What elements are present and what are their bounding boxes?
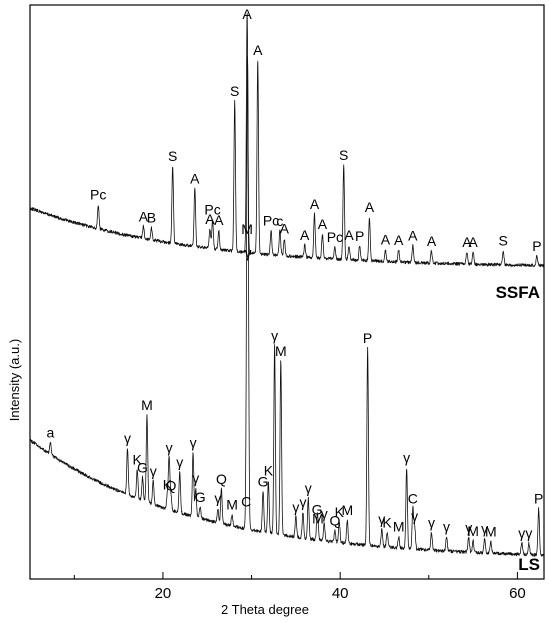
x-tick-labels: 20 40 60 — [155, 585, 526, 602]
peak-label-ssfa-10: A — [253, 42, 263, 58]
peak-label-ls-37: C — [408, 490, 418, 506]
peak-label-ssfa-27: A — [468, 234, 478, 250]
peak-label-ls-6: γ — [166, 439, 173, 455]
peak-label-ls-2: K — [133, 451, 143, 467]
peak-label-ls-42: M — [467, 523, 479, 539]
peak-label-ls-36: γ — [403, 449, 410, 465]
peak-label-ls-30: K — [335, 504, 345, 520]
peak-label-ssfa-24: A — [408, 228, 418, 244]
peak-label-ls-22: M — [275, 343, 287, 359]
peak-label-ssfa-17: Pc — [327, 229, 343, 245]
peak-label-ssfa-23: A — [394, 232, 404, 248]
peak-label-ssfa-12: c — [276, 213, 283, 229]
plot-frame — [29, 4, 545, 580]
peak-label-ls-18: γ — [245, 244, 252, 260]
peak-label-ssfa-7: A — [214, 212, 224, 228]
peak-label-ls-43: γ — [481, 520, 488, 536]
peak-label-ls-35: M — [393, 518, 405, 534]
peak-label-ls-4: M — [141, 397, 153, 413]
x-tick-label-60: 60 — [509, 585, 526, 602]
peak-label-ls-11: γ — [192, 470, 199, 486]
peak-label-ls-3: G — [137, 459, 148, 475]
peak-label-ls-5: γ — [150, 463, 157, 479]
peak-label-ls-38: γ — [411, 508, 418, 524]
peak-label-ssfa-25: A — [427, 233, 437, 249]
peak-label-ssfa-0: Pc — [90, 187, 106, 203]
trace-ssfa — [29, 13, 545, 268]
peak-label-ls-13: Q — [216, 471, 227, 487]
axes-layer — [29, 4, 545, 580]
peak-label-ssfa-19: A — [344, 227, 354, 243]
peak-label-ls-17: M — [241, 221, 253, 237]
peak-label-ls-29: Q — [329, 512, 340, 528]
peak-label-ls-46: γ — [525, 525, 532, 541]
peak-label-ssfa-16: A — [318, 216, 328, 232]
peak-label-ls-31: M — [341, 502, 353, 518]
peak-label-ls-33: γ — [378, 511, 385, 527]
peak-label-ls-40: γ — [443, 519, 450, 535]
traces-layer — [29, 13, 545, 557]
x-tick-label-40: 40 — [332, 585, 349, 602]
peak-label-ls-15: M — [226, 496, 238, 512]
peak-label-ls-12: G — [195, 489, 206, 505]
peak-label-ssfa-11: Pc — [263, 212, 279, 228]
peak-label-ssfa-28: S — [499, 232, 508, 248]
series-label-ssfa: SSFA — [496, 283, 540, 302]
peak-label-ssfa-21: A — [365, 199, 375, 215]
peak-label-ssfa-9: A — [242, 6, 252, 22]
peak-label-ls-39: γ — [428, 515, 435, 531]
peak-label-ssfa-13: A — [280, 221, 290, 237]
peak-label-ls-27: M — [312, 510, 324, 526]
peak-label-ls-9: γ — [176, 454, 183, 470]
peak-label-ssfa-14: A — [300, 227, 310, 243]
peak-label-ls-10: γ — [190, 435, 197, 451]
series-label-ls: LS — [518, 555, 540, 574]
peak-label-ssfa-3: S — [168, 148, 177, 164]
peak-label-ls-16: C — [241, 493, 251, 509]
peak-label-ls-25: γ — [305, 480, 312, 496]
peak-label-ls-24: γ — [300, 494, 307, 510]
peak-label-ssfa-5: A — [205, 211, 215, 227]
peak-label-ls-7: K — [163, 477, 173, 493]
peak-label-ls-45: γ — [518, 525, 525, 541]
peak-label-ls-23: γ — [292, 499, 299, 515]
peak-label-ssfa-2: B — [147, 210, 156, 226]
peak-label-ssfa-18: S — [339, 147, 348, 163]
peak-label-ls-41: γ — [465, 520, 472, 536]
peak-label-ssfa-22: A — [381, 231, 391, 247]
peak-label-ls-44: M — [485, 524, 497, 540]
y-axis-label: Intensity (a.u.) — [7, 339, 22, 421]
peak-label-ssfa-15: A — [310, 196, 320, 212]
peak-label-ls-26: G — [312, 502, 323, 518]
peak-label-ls-28: γ — [321, 505, 328, 521]
peak-label-ls-14: γ — [214, 490, 221, 506]
peak-label-ssfa-6: Pc — [204, 202, 220, 218]
peak-label-ssfa-4: A — [190, 170, 200, 186]
peak-label-ssfa-8: S — [230, 83, 239, 99]
peak-label-ls-1: γ — [124, 430, 131, 446]
peak-label-ssfa-26: A — [462, 234, 472, 250]
peak-label-ls-20: K — [264, 463, 274, 479]
peak-label-ls-47: P — [534, 491, 543, 507]
peak-label-ls-19: G — [258, 473, 269, 489]
x-axis-label: 2 Theta degree — [221, 602, 309, 617]
x-tick-label-20: 20 — [155, 585, 172, 602]
peak-label-ls-0: a — [47, 425, 55, 441]
peak-label-ls-21: γ — [271, 327, 278, 343]
peak-label-ls-32: P — [363, 330, 372, 346]
peak-label-ls-34: K — [382, 515, 392, 531]
peak-label-ssfa-1: A — [139, 208, 149, 224]
trace-ls — [29, 56, 545, 557]
peak-label-ssfa-29: P — [532, 238, 541, 254]
peak-label-ssfa-20: P — [355, 228, 364, 244]
peak-label-ls-8: Q — [165, 478, 176, 494]
